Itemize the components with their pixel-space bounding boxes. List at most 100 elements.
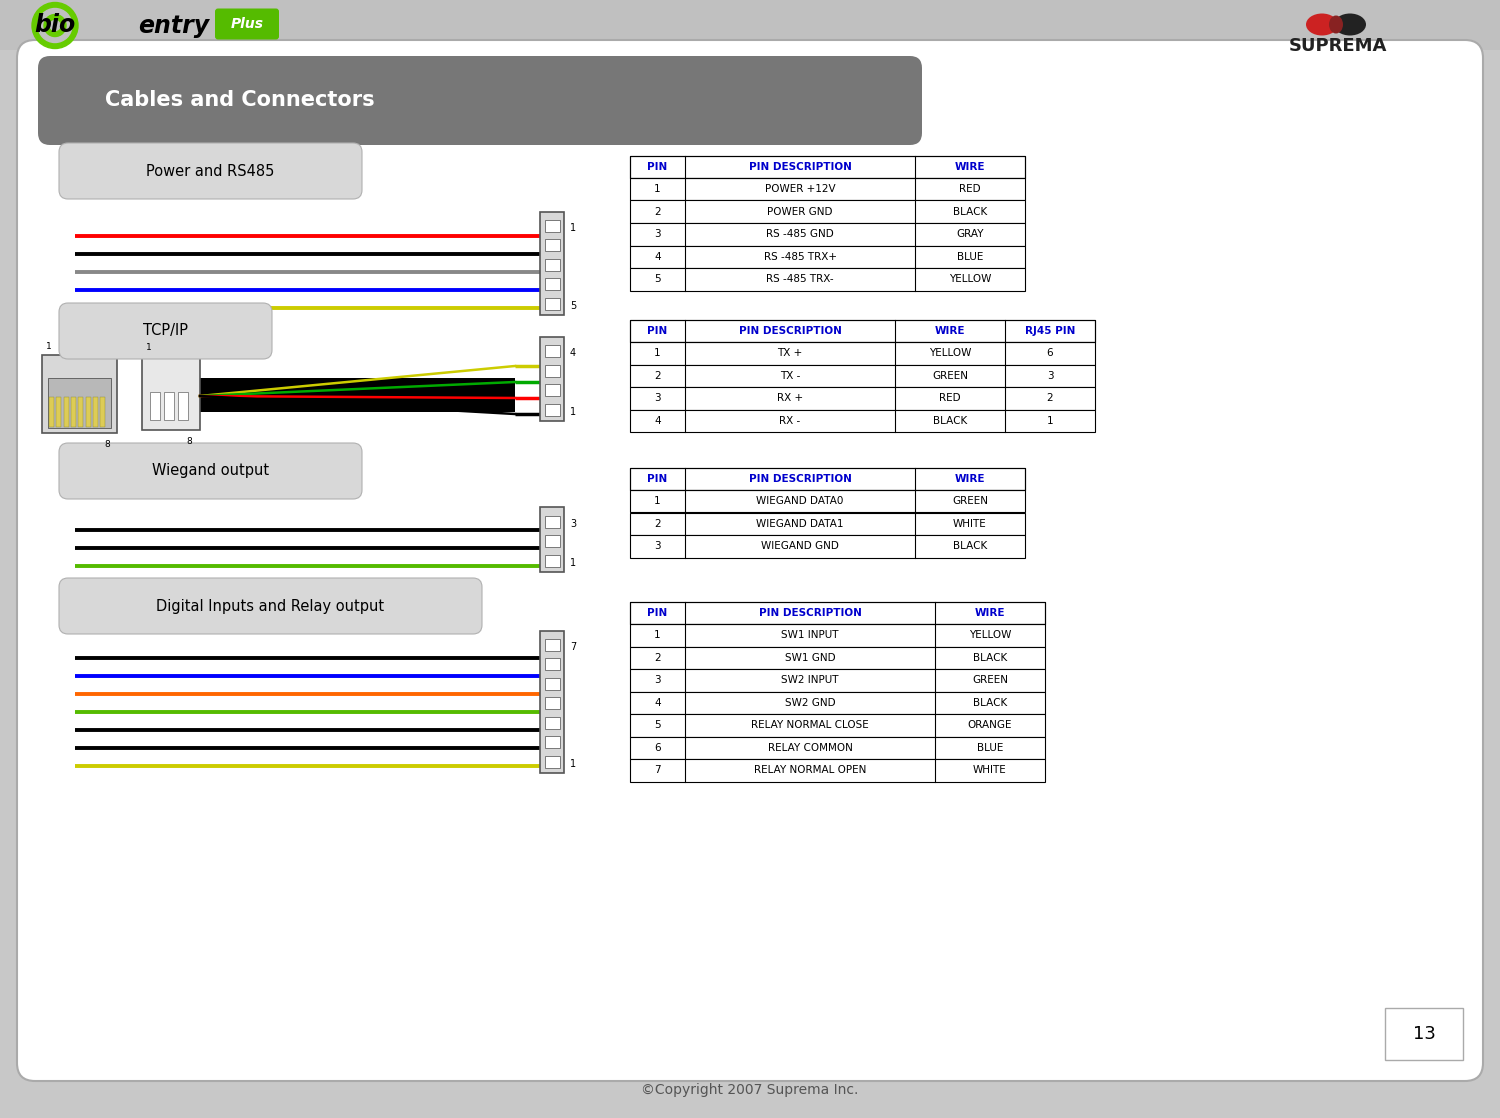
- Bar: [544, 697, 560, 709]
- Text: Digital Inputs and Relay output: Digital Inputs and Relay output: [156, 598, 384, 614]
- Bar: [78, 397, 82, 427]
- Bar: [630, 178, 1024, 200]
- Bar: [0, 0, 1500, 50]
- Text: WHITE: WHITE: [974, 765, 1006, 775]
- Text: PIN DESCRIPTION: PIN DESCRIPTION: [738, 325, 842, 335]
- Text: 5: 5: [570, 301, 576, 311]
- Text: RX +: RX +: [777, 394, 802, 404]
- Text: 3: 3: [654, 394, 662, 404]
- Text: RELAY NORMAL CLOSE: RELAY NORMAL CLOSE: [752, 720, 868, 730]
- Bar: [42, 356, 117, 433]
- Text: BLACK: BLACK: [933, 416, 968, 426]
- FancyBboxPatch shape: [58, 143, 362, 199]
- Text: SW2 INPUT: SW2 INPUT: [782, 675, 838, 685]
- Text: 7: 7: [654, 765, 662, 775]
- Text: 1: 1: [570, 558, 576, 568]
- Text: BLUE: BLUE: [976, 742, 1004, 752]
- Bar: [630, 692, 1046, 714]
- Text: bio: bio: [34, 13, 75, 38]
- Text: 1: 1: [570, 222, 576, 233]
- Bar: [630, 512, 1024, 536]
- Text: BLACK: BLACK: [952, 207, 987, 217]
- Text: YELLOW: YELLOW: [950, 274, 992, 284]
- Bar: [630, 342, 1095, 364]
- Bar: [544, 239, 560, 252]
- Text: WIEGAND DATA0: WIEGAND DATA0: [756, 496, 843, 506]
- Text: WIRE: WIRE: [975, 608, 1005, 618]
- Text: TX +: TX +: [777, 348, 802, 358]
- Bar: [544, 278, 560, 290]
- Text: TCP/IP: TCP/IP: [142, 323, 188, 339]
- Text: 13: 13: [1413, 1025, 1436, 1043]
- Text: Cables and Connectors: Cables and Connectors: [105, 91, 375, 111]
- Text: SUPREMA: SUPREMA: [1288, 37, 1388, 55]
- Bar: [630, 200, 1024, 222]
- Bar: [630, 268, 1024, 291]
- Text: 1: 1: [654, 631, 662, 641]
- Bar: [544, 345, 560, 357]
- Bar: [63, 397, 69, 427]
- Bar: [630, 737, 1046, 759]
- Text: PIN DESCRIPTION: PIN DESCRIPTION: [748, 474, 852, 484]
- Bar: [164, 392, 174, 420]
- Text: ORANGE: ORANGE: [968, 720, 1012, 730]
- Text: GREEN: GREEN: [932, 371, 968, 381]
- Text: 6: 6: [1047, 348, 1053, 358]
- Bar: [630, 646, 1046, 669]
- Bar: [630, 467, 1024, 490]
- Bar: [544, 258, 560, 271]
- Text: POWER GND: POWER GND: [766, 207, 832, 217]
- Text: 1: 1: [46, 342, 51, 351]
- Text: POWER +12V: POWER +12V: [765, 184, 836, 195]
- Text: SW2 GND: SW2 GND: [784, 698, 836, 708]
- FancyBboxPatch shape: [58, 303, 272, 359]
- FancyBboxPatch shape: [58, 443, 362, 499]
- Bar: [544, 536, 560, 547]
- Bar: [630, 155, 1024, 178]
- Text: YELLOW: YELLOW: [969, 631, 1011, 641]
- Text: 2: 2: [654, 207, 662, 217]
- FancyBboxPatch shape: [38, 56, 922, 145]
- Text: 5: 5: [654, 274, 662, 284]
- Text: 8: 8: [186, 437, 192, 446]
- Bar: [630, 759, 1046, 781]
- Bar: [544, 717, 560, 729]
- Text: 3: 3: [654, 541, 662, 551]
- Text: 1: 1: [1047, 416, 1053, 426]
- Bar: [544, 736, 560, 748]
- Text: 4: 4: [570, 349, 576, 359]
- Text: PIN: PIN: [648, 608, 668, 618]
- Bar: [50, 397, 54, 427]
- Bar: [200, 378, 514, 413]
- Bar: [540, 631, 564, 773]
- Circle shape: [50, 20, 60, 30]
- Text: BLUE: BLUE: [957, 252, 982, 262]
- Bar: [544, 404, 560, 416]
- Bar: [544, 383, 560, 396]
- Text: 3: 3: [570, 519, 576, 529]
- Bar: [630, 387, 1095, 409]
- Text: GREEN: GREEN: [952, 496, 988, 506]
- Text: Power and RS485: Power and RS485: [147, 163, 274, 179]
- Bar: [544, 364, 560, 377]
- Text: 2: 2: [654, 519, 662, 529]
- Text: 3: 3: [1047, 371, 1053, 381]
- Bar: [544, 756, 560, 767]
- Text: 8: 8: [104, 440, 110, 449]
- Text: 6: 6: [654, 742, 662, 752]
- Bar: [630, 624, 1046, 646]
- Text: WIRE: WIRE: [954, 474, 986, 484]
- Bar: [630, 601, 1046, 624]
- Bar: [544, 219, 560, 231]
- Text: TX -: TX -: [780, 371, 800, 381]
- Text: Plus: Plus: [231, 17, 264, 31]
- Text: YELLOW: YELLOW: [928, 348, 970, 358]
- Text: PIN: PIN: [648, 162, 668, 172]
- FancyBboxPatch shape: [214, 9, 279, 39]
- Circle shape: [38, 9, 72, 42]
- Text: GRAY: GRAY: [957, 229, 984, 239]
- Text: PIN: PIN: [648, 474, 668, 484]
- Ellipse shape: [1329, 16, 1342, 34]
- Bar: [630, 320, 1095, 342]
- Bar: [540, 337, 564, 421]
